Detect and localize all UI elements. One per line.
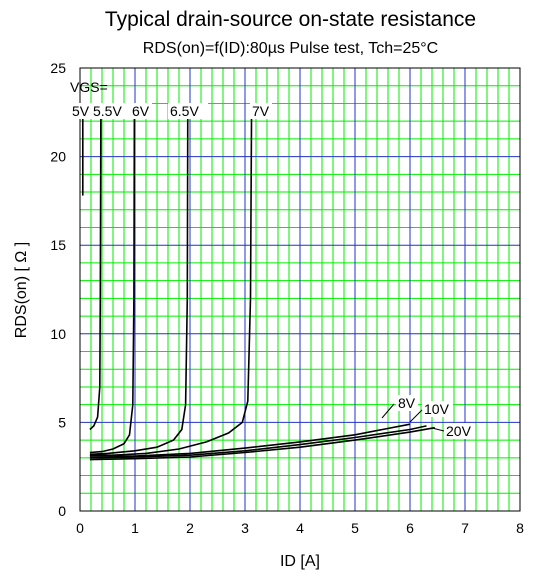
y-tick-label: 5 — [58, 414, 66, 430]
x-tick-label: 0 — [76, 520, 84, 536]
plot-frame — [79, 67, 521, 512]
label-leader-8V — [381, 403, 395, 419]
series-label-7V: 7V — [252, 103, 270, 119]
curves — [82, 103, 435, 461]
series-label-8V: 8V — [398, 395, 416, 411]
series-line-20V — [89, 426, 435, 461]
series-line-6V — [89, 103, 136, 454]
series-label-bg — [250, 103, 272, 119]
x-tick-label: 5 — [351, 520, 359, 536]
series-line-5_5V — [89, 103, 102, 431]
series-line-8V — [89, 423, 411, 457]
legend-header: VGS= — [70, 79, 108, 95]
series-line-7V — [89, 103, 253, 456]
x-tick-label: 6 — [406, 520, 414, 536]
series-line-6_5V — [89, 103, 189, 456]
series-label-20V: 20V — [446, 423, 472, 439]
series-label-bg — [70, 103, 92, 119]
y-tick-label: 15 — [50, 237, 66, 253]
x-tick-label: 3 — [241, 520, 249, 536]
series-label-bg — [168, 103, 208, 119]
series-label-10V: 10V — [424, 401, 450, 417]
series-label-6V: 6V — [132, 103, 150, 119]
y-tick-label: 0 — [58, 503, 66, 519]
y-axis-label: RDS(on) [ Ω ] — [13, 242, 30, 338]
label-leader-20V — [431, 427, 445, 432]
y-tick-label: 20 — [50, 149, 66, 165]
series-label-5V: 5V — [72, 103, 90, 119]
x-tick-label: 4 — [296, 520, 304, 536]
x-tick-label: 1 — [131, 520, 139, 536]
series-label-6_5V: 6.5V — [170, 103, 199, 119]
chart-subtitle: RDS(on)=f(ID):80µs Pulse test, Tch=25°C — [142, 40, 439, 57]
y-tick-label: 25 — [50, 60, 66, 76]
tick-labels: 0 1 2 3 4 5 6 7 8 0 5 10 15 20 25 — [50, 60, 524, 536]
curve-labels: 5V 5.5V 6V 6.5V 7V 8V 10V 20V — [70, 103, 475, 439]
series-line-10V — [89, 425, 427, 459]
x-tick-label: 2 — [186, 520, 194, 536]
series-label-bg — [422, 401, 453, 417]
chart-title: Typical drain-source on-state resistance — [104, 8, 477, 31]
x-axis-label: ID [A] — [280, 553, 320, 570]
x-tick-label: 8 — [516, 520, 524, 536]
series-label-bg — [130, 103, 152, 119]
label-leader-10V — [409, 409, 423, 423]
series-label-5_5V: 5.5V — [93, 103, 122, 119]
series-label-bg — [396, 395, 418, 411]
x-tick-label: 7 — [461, 520, 469, 536]
series-label-bg — [91, 103, 131, 119]
y-tick-label: 10 — [50, 326, 66, 342]
series-label-bg — [444, 423, 475, 439]
